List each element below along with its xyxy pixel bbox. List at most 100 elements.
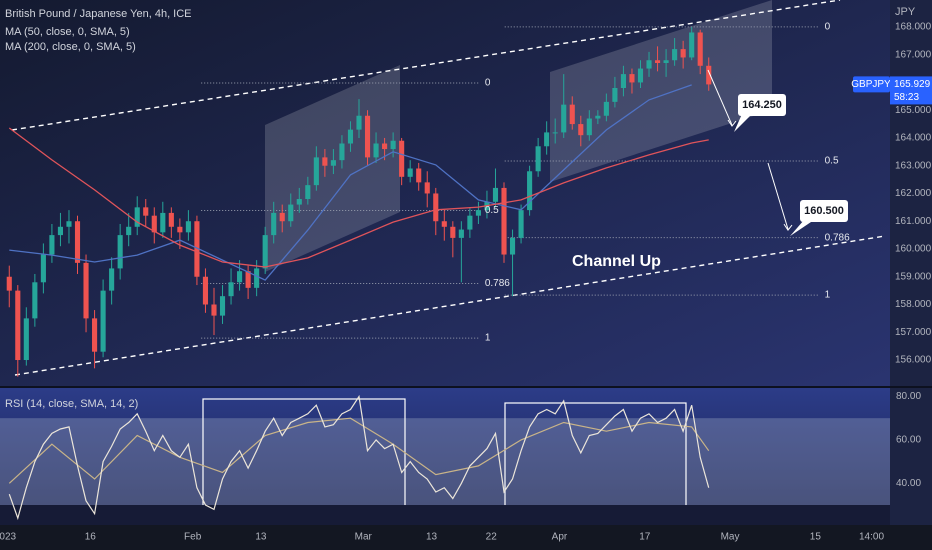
x-tick-label: Apr (552, 532, 568, 543)
y-tick-label: 162.000 (895, 188, 932, 199)
y-tick-label: 163.000 (895, 160, 932, 171)
candle-body (288, 204, 294, 222)
candle-body (407, 168, 413, 177)
candle-body (578, 124, 584, 136)
candle-body (501, 187, 507, 255)
rsi-ma (8, 417, 710, 484)
candle-body (211, 304, 217, 316)
candle-body (237, 271, 243, 283)
callout-tail (790, 220, 814, 237)
targets: 164.250 160.500 (707, 69, 848, 237)
candle-body (160, 212, 166, 233)
candle-body (595, 115, 601, 119)
candle-body (552, 132, 558, 134)
candle-body (49, 235, 55, 255)
fib-label: 0.5 (485, 205, 499, 216)
candle-body (612, 87, 618, 102)
candle-body (637, 68, 644, 83)
candle-body (83, 262, 89, 319)
candle-body (569, 104, 575, 125)
candle-body (646, 60, 652, 69)
fib-label: 0 (485, 78, 491, 89)
candle-body (527, 171, 533, 211)
candle-body (689, 32, 695, 58)
candle-body (40, 254, 46, 283)
candle-body (356, 115, 362, 130)
symbol-tag (853, 76, 890, 93)
candle-body (518, 210, 524, 238)
trend-line (14, 235, 886, 376)
rsi-band (0, 418, 890, 506)
x-tick-label: 2023 (0, 532, 17, 543)
candle-body (143, 207, 149, 216)
candle-body (262, 235, 268, 269)
candle-body (330, 160, 336, 166)
candle-body (185, 221, 191, 233)
channel (550, 0, 772, 182)
candle-body (296, 199, 302, 205)
candle-body (32, 282, 38, 319)
y-tick-label: 167.000 (895, 49, 932, 60)
candle-body (620, 74, 626, 88)
candle-body (697, 32, 703, 66)
x-tick-label: 13 (255, 532, 267, 543)
rsi-title: RSI (14, close, SMA, 14, 2) (5, 398, 138, 410)
candle-body (322, 157, 328, 166)
x-tick-label: Mar (355, 532, 373, 543)
rsi-pane (0, 388, 890, 525)
candle-body (458, 229, 464, 238)
y-tick-label: 159.000 (895, 271, 932, 282)
arrow-head (783, 223, 793, 231)
candle-body (151, 215, 157, 233)
candle-body (492, 187, 499, 202)
candle-body (279, 212, 285, 222)
candle-body (441, 221, 447, 227)
x-tick-label: 22 (486, 532, 498, 543)
candle-body (561, 104, 567, 133)
candle-body (66, 221, 72, 227)
y-tick-label: 160.000 (895, 244, 932, 255)
y-tick-label: 158.000 (895, 299, 932, 310)
target-arrow (767, 162, 789, 230)
candle-body (373, 143, 379, 158)
candle-body (117, 235, 123, 269)
y-tick-label: 157.000 (895, 327, 932, 338)
candles (6, 26, 712, 377)
candle-body (424, 182, 430, 194)
currency: JPY (895, 6, 916, 18)
callout-box (800, 200, 848, 222)
candle-body (134, 207, 140, 227)
candle-body (228, 282, 234, 297)
price-tag (890, 76, 932, 105)
rsi-tick-label: 60.00 (896, 435, 921, 446)
candle-body (313, 157, 319, 186)
candle-body (672, 49, 678, 61)
rsi-tick-label: 40.00 (896, 478, 921, 489)
candle-body (74, 221, 81, 263)
candle-body (416, 168, 422, 183)
candle-body (347, 129, 354, 144)
candle-body (339, 143, 345, 161)
candle-body (202, 276, 209, 305)
candle-body (109, 268, 115, 291)
rsi-tick-label: 80.00 (896, 391, 921, 402)
candle-body (194, 221, 200, 277)
countdown: 58:23 (894, 92, 919, 103)
candle-body (6, 276, 12, 291)
callout-box (738, 94, 786, 116)
x-tick-label: May (721, 532, 740, 543)
candle-body (271, 212, 277, 236)
annotation: Channel Up (572, 253, 661, 270)
callout-label: 160.500 (804, 205, 844, 217)
candle-body (509, 237, 516, 255)
y-tick-label: 168.000 (895, 22, 932, 33)
candle-body (15, 290, 21, 361)
fib-label: 0.786 (825, 232, 850, 243)
y-tick-label: 165.000 (895, 105, 932, 116)
candle-body (126, 226, 132, 236)
y-tick-label: 164.000 (895, 133, 932, 144)
candle-body (535, 146, 541, 172)
candle-body (680, 49, 686, 58)
candle-body (92, 318, 98, 352)
